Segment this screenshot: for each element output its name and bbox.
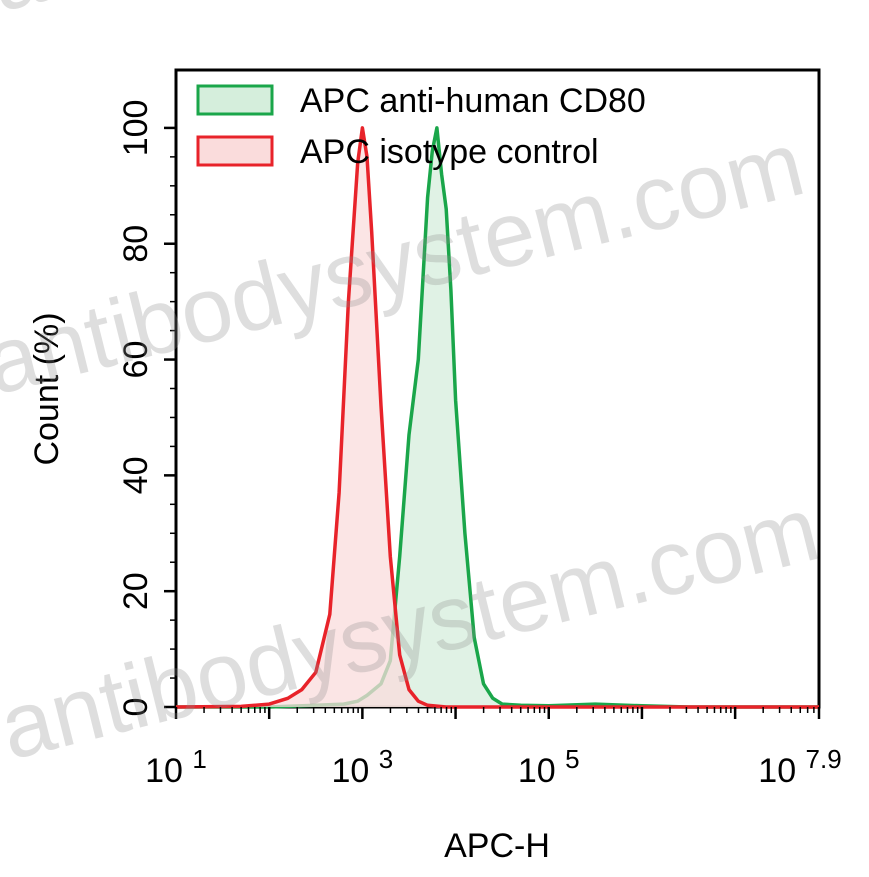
x-tick-label-0: 10 1	[145, 744, 207, 790]
y-axis: 0 20 40 60 80 100	[117, 100, 176, 717]
legend-label-1: APC isotype control	[300, 133, 599, 171]
x-tick-label-3: 10 7.9	[758, 744, 841, 790]
series-layer	[175, 126, 819, 709]
y-tick-label-0: 0	[117, 698, 155, 717]
series-1-line	[175, 126, 819, 709]
watermark-text-partial: an	[0, 0, 104, 31]
x-axis: 10 1 10 3 10 5 10 7.9	[145, 707, 842, 790]
y-axis-title: Count (%)	[28, 312, 66, 465]
x-tick-label-1: 10 3	[332, 744, 394, 790]
y-tick-label-5: 100	[117, 100, 155, 157]
x-tick-label-2: 10 5	[518, 744, 580, 790]
y-tick-label-4: 80	[117, 225, 155, 263]
legend-label-0: APC anti-human CD80	[300, 82, 646, 120]
y-tick-label-3: 60	[117, 341, 155, 379]
series-1-area	[176, 127, 819, 707]
y-tick-label-1: 20	[117, 572, 155, 610]
legend-swatch-1	[196, 135, 274, 167]
x-axis-title: APC-H	[444, 827, 550, 865]
legend-swatch-0	[196, 84, 274, 116]
legend: APC anti-human CD80 APC isotype control	[196, 82, 646, 171]
y-tick-label-2: 40	[117, 456, 155, 494]
